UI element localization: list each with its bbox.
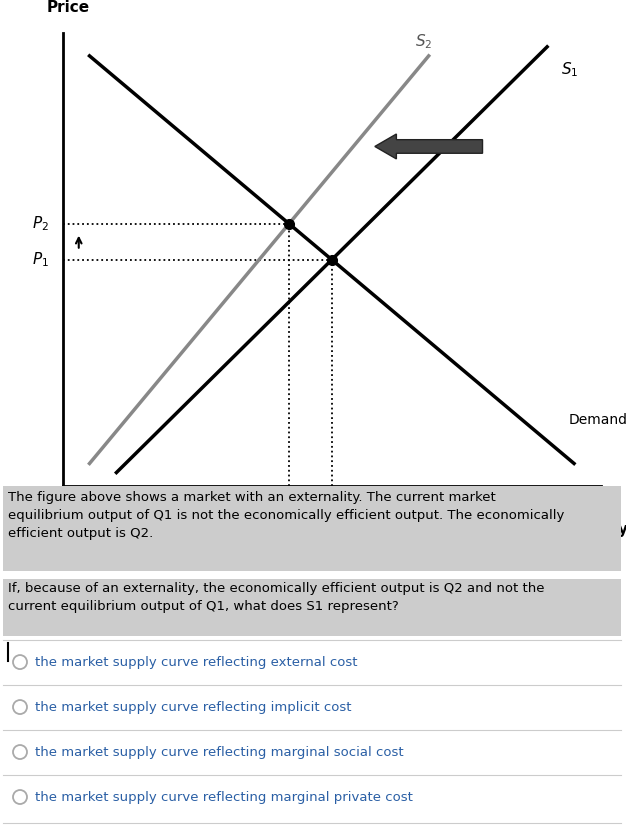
Text: $Q_1$: $Q_1$	[322, 509, 342, 528]
Text: the market supply curve reflecting marginal private cost: the market supply curve reflecting margi…	[35, 790, 413, 804]
Text: Quantity: Quantity	[553, 523, 626, 538]
Text: $P_1$: $P_1$	[32, 250, 49, 269]
Text: the market supply curve reflecting implicit cost: the market supply curve reflecting impli…	[35, 701, 352, 714]
Text: Price: Price	[46, 0, 90, 15]
Text: If, because of an externality, the economically efficient output is Q2 and not t: If, because of an externality, the econo…	[8, 582, 545, 613]
Text: The figure above shows a market with an externality. The current market
equilibr: The figure above shows a market with an …	[8, 491, 565, 540]
Bar	[3, 486, 621, 571]
Text: the market supply curve reflecting marginal social cost: the market supply curve reflecting margi…	[35, 745, 404, 759]
Text: Demand: Demand	[568, 413, 626, 427]
Text: the market supply curve reflecting external cost: the market supply curve reflecting exter…	[35, 656, 357, 669]
Text: $Q_2$: $Q_2$	[279, 509, 299, 528]
FancyArrow shape	[375, 134, 483, 159]
Text: $S_2$: $S_2$	[414, 32, 432, 52]
Text: $P_2$: $P_2$	[33, 214, 49, 233]
Bar	[3, 579, 621, 636]
Text: $S_1$: $S_1$	[561, 60, 578, 79]
Text: 0: 0	[45, 502, 53, 516]
